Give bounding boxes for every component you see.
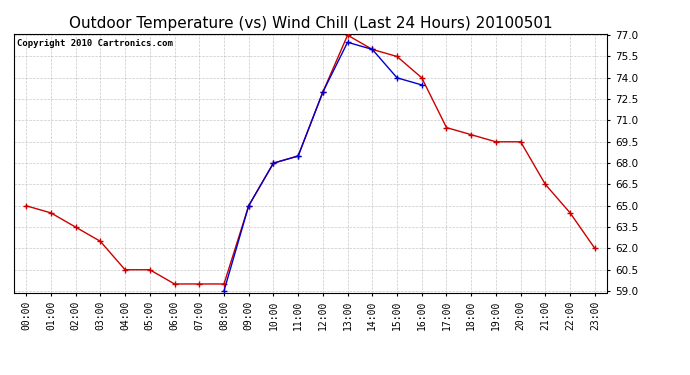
Text: Copyright 2010 Cartronics.com: Copyright 2010 Cartronics.com xyxy=(17,39,172,48)
Title: Outdoor Temperature (vs) Wind Chill (Last 24 Hours) 20100501: Outdoor Temperature (vs) Wind Chill (Las… xyxy=(69,16,552,31)
